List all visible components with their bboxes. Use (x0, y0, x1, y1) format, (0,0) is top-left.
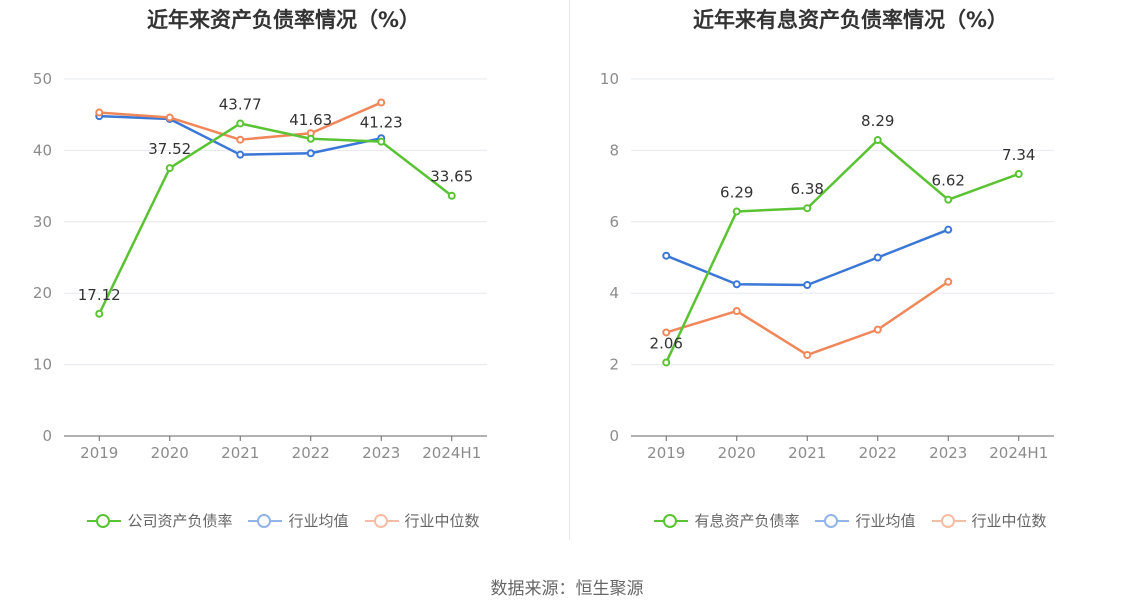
y-tick-label: 50 (33, 70, 52, 88)
legend-label: 行业中位数 (404, 512, 480, 530)
legend-item[interactable]: 行业中位数 (931, 510, 1047, 531)
series-line (98, 122, 453, 315)
y-tick-label: 0 (609, 427, 619, 445)
x-tick-label: 2024H1 (989, 444, 1048, 462)
data-point (377, 98, 386, 107)
data-point (803, 204, 812, 213)
legend-item[interactable]: 公司资产负债率 (87, 510, 232, 531)
data-label: 41.23 (360, 114, 403, 132)
x-tick-label: 2022 (859, 444, 897, 462)
x-tick-label: 2023 (929, 444, 967, 462)
y-tick-label: 4 (609, 284, 619, 302)
x-tick-label: 2023 (362, 444, 400, 462)
y-tick-label: 0 (42, 427, 52, 445)
data-label: 6.62 (932, 172, 965, 190)
data-point (236, 119, 245, 128)
data-label: 41.63 (289, 111, 332, 129)
data-label: 43.77 (219, 95, 262, 113)
data-point (732, 280, 741, 289)
y-tick-label: 2 (609, 356, 619, 374)
data-point (662, 358, 671, 367)
legend-marker-icon (815, 513, 850, 528)
legend-item[interactable]: 行业中位数 (364, 510, 480, 531)
data-point (662, 328, 671, 337)
chart-legend: 公司资产负债率 行业均值 行业中位数 (0, 510, 567, 531)
data-source-note: 数据来源：恒生聚源 (490, 579, 644, 599)
chart-plot-area: 0 2 4 6 8 10 2019 2020 2021 2022 2023 2024H1 2.06 6.2… (600, 70, 1054, 462)
legend-item[interactable]: 行业均值 (248, 510, 349, 531)
legend-marker-icon (87, 513, 122, 528)
x-tick-label: 2021 (788, 444, 826, 462)
data-point (803, 350, 812, 359)
data-point (95, 108, 104, 117)
legend-label: 行业中位数 (971, 512, 1047, 530)
data-point (377, 137, 386, 146)
y-tick-label: 8 (609, 141, 619, 159)
data-label: 2.06 (650, 334, 683, 352)
legend-label: 行业均值 (855, 512, 916, 530)
data-point (236, 150, 245, 159)
chart-title: 近年来有息资产负债率情况（%） (692, 8, 1009, 32)
data-point (165, 164, 174, 173)
y-tick-label: 6 (609, 213, 619, 231)
data-point (803, 280, 812, 289)
data-point (662, 251, 671, 260)
legend-label: 有息资产负债率 (694, 512, 800, 530)
data-point (732, 207, 741, 216)
y-tick-label: 10 (600, 70, 619, 88)
legend-item[interactable]: 有息资产负债率 (654, 510, 799, 531)
chart-plot-area: 0 10 20 30 40 50 2019 2020 2021 2022 2023 2024H1 17.… (33, 70, 487, 462)
data-point (944, 277, 953, 286)
data-label: 6.38 (791, 180, 824, 198)
x-tick-label: 2022 (292, 444, 330, 462)
data-point (165, 113, 174, 122)
series-line (665, 138, 1020, 363)
x-tick-label: 2019 (80, 444, 118, 462)
data-label: 6.29 (720, 183, 753, 201)
x-tick-label: 2020 (718, 444, 756, 462)
data-point (306, 149, 315, 158)
data-point (944, 225, 953, 234)
data-point (236, 135, 245, 144)
chart-title: 近年来资产负债率情况（%） (146, 8, 421, 32)
data-point (95, 309, 104, 318)
y-tick-label: 40 (33, 141, 52, 159)
y-tick-label: 20 (33, 284, 52, 302)
data-label: 8.29 (861, 112, 894, 130)
data-label: 7.34 (1002, 146, 1035, 164)
x-tick-label: 2019 (647, 444, 685, 462)
legend-label: 行业均值 (288, 512, 349, 530)
y-tick-label: 10 (33, 356, 52, 374)
x-tick-label: 2024H1 (422, 444, 481, 462)
legend-marker-icon (364, 513, 399, 528)
legend-label: 公司资产负债率 (127, 512, 233, 530)
chart-legend: 有息资产负债率 行业均值 行业中位数 (567, 510, 1134, 531)
data-point (732, 307, 741, 316)
legend-item[interactable]: 行业均值 (815, 510, 916, 531)
y-tick-label: 30 (33, 213, 52, 231)
data-point (873, 253, 882, 262)
data-point (447, 191, 456, 200)
data-point (1014, 169, 1023, 178)
data-label: 17.12 (78, 286, 121, 304)
data-label: 37.52 (148, 140, 191, 158)
data-point (873, 325, 882, 334)
legend-marker-icon (931, 513, 966, 528)
x-tick-label: 2021 (221, 444, 259, 462)
x-tick-label: 2020 (151, 444, 189, 462)
panel-divider (569, 0, 570, 540)
data-point (306, 134, 315, 143)
chart-panel-interest-bearing-liability-ratio: 近年来有息资产负债率情况（%） 0 2 4 6 8 10 2019 2020 2021 2022 2… (567, 0, 1134, 560)
series-line (665, 228, 949, 287)
legend-marker-icon (654, 513, 689, 528)
data-label: 33.65 (430, 168, 473, 186)
legend-marker-icon (248, 513, 283, 528)
data-point (944, 195, 953, 204)
data-point (873, 136, 882, 145)
chart-panel-asset-liability-ratio: 近年来资产负债率情况（%） 0 10 20 30 40 50 2019 2020 2021 202… (0, 0, 567, 560)
